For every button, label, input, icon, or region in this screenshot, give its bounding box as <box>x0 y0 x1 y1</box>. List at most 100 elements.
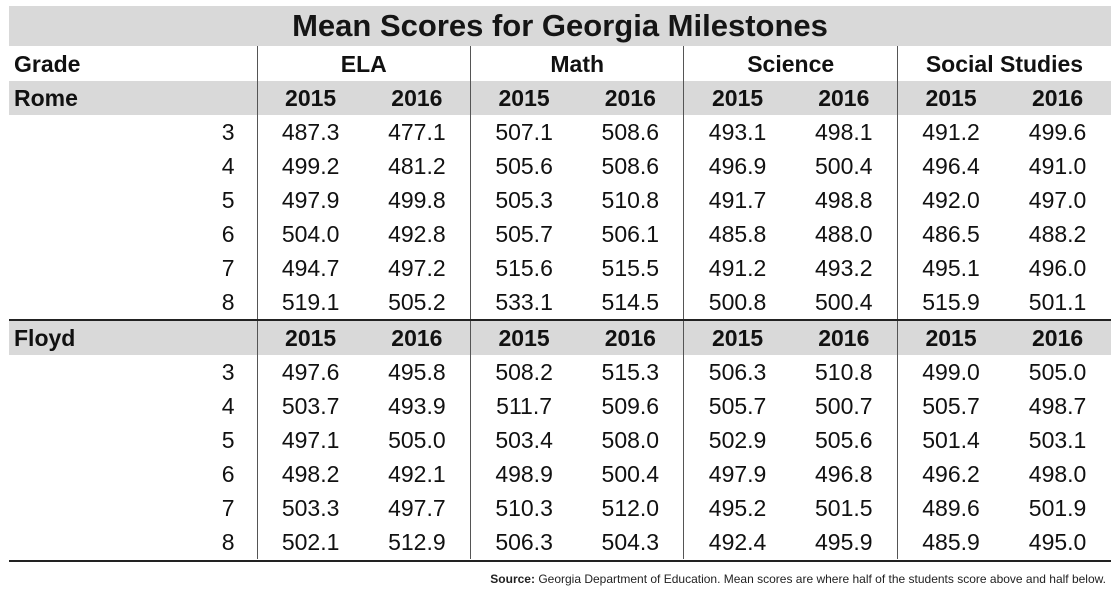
table-row: 7 494.7 497.2 515.6 515.5 491.2 493.2 495.1 496.… <box>9 251 1111 285</box>
grade-cell: 7 <box>221 495 235 521</box>
grade-cell: 3 <box>221 119 235 145</box>
source-text: Georgia Department of Education. Mean sc… <box>534 572 1106 586</box>
table-row: 8 502.1 512.9 506.3 504.3 492.4 495.9 485.9 495.… <box>9 525 1111 559</box>
score-cell: 509.6 <box>601 393 660 419</box>
score-cell: 495.1 <box>896 251 1005 285</box>
score-cell: 501.4 <box>896 423 1005 457</box>
year-header: 2015 <box>256 319 364 355</box>
year-header-row: Floyd 2015 2016 2015 2016 2015 2016 2015 2016 <box>9 319 1111 355</box>
table-row: 3 497.6 495.8 508.2 515.3 506.3 510.8 499.0 505.… <box>9 355 1111 389</box>
scores-table-body: Grade ELA Math Science Social Studies Rome 201… <box>9 46 1111 559</box>
grade-cell: 4 <box>221 153 235 179</box>
table-row: 8 519.1 505.2 533.1 514.5 500.8 500.4 515.9 501.… <box>9 285 1111 320</box>
score-cell: 508.0 <box>601 427 660 453</box>
table-row: 5 497.1 505.0 503.4 508.0 502.9 505.6 501.4 503.… <box>9 423 1111 457</box>
year-header: 2016 <box>790 319 898 355</box>
score-cell: 499.0 <box>896 355 1005 389</box>
row-spacer <box>9 491 133 525</box>
grade-cell: 6 <box>221 461 235 487</box>
table-row: 5 497.9 499.8 505.3 510.8 491.7 498.8 492.0 497.… <box>9 183 1111 217</box>
year-header: 2016 <box>577 81 684 115</box>
row-spacer <box>9 355 133 389</box>
score-cell: 492.8 <box>388 221 446 247</box>
score-cell: 491.2 <box>683 251 791 285</box>
source-note: Source: Georgia Department of Education.… <box>490 572 1106 586</box>
score-cell: 499.8 <box>388 187 446 213</box>
table-row: 6 498.2 492.1 498.9 500.4 497.9 496.8 496.2 498.… <box>9 457 1111 491</box>
table-row: 6 504.0 492.8 505.7 506.1 485.8 488.0 486.5 488.… <box>9 217 1111 251</box>
score-cell: 512.9 <box>388 529 446 555</box>
score-cell: 495.9 <box>815 529 873 555</box>
score-cell: 510.8 <box>815 359 873 385</box>
score-cell: 514.5 <box>601 289 660 315</box>
score-cell: 501.9 <box>1028 495 1087 521</box>
score-cell: 495.2 <box>683 491 791 525</box>
score-cell: 497.0 <box>1028 187 1087 213</box>
score-cell: 491.0 <box>1028 153 1087 179</box>
grade-cell: 8 <box>221 289 235 315</box>
score-cell: 504.0 <box>256 217 364 251</box>
score-cell: 487.3 <box>256 115 364 149</box>
table-row: 3 487.3 477.1 507.1 508.6 493.1 498.1 491.2 499.… <box>9 115 1111 149</box>
score-cell: 495.0 <box>1028 529 1087 555</box>
score-cell: 492.1 <box>388 461 446 487</box>
scores-table: Grade ELA Math Science Social Studies Rome 201… <box>9 46 1111 559</box>
score-cell: 505.7 <box>683 389 791 423</box>
group-label: Rome <box>9 81 258 115</box>
score-cell: 508.2 <box>469 355 578 389</box>
score-cell: 497.2 <box>388 255 446 281</box>
score-cell: 498.8 <box>815 187 873 213</box>
score-cell: 492.4 <box>683 525 791 559</box>
year-header: 2016 <box>1004 319 1111 355</box>
year-header: 2015 <box>683 81 791 115</box>
grade-cell: 4 <box>221 393 235 419</box>
year-header: 2015 <box>469 319 578 355</box>
row-spacer <box>9 285 133 320</box>
table-title: Mean Scores for Georgia Milestones <box>9 6 1111 46</box>
score-cell: 505.6 <box>815 427 873 453</box>
score-cell: 499.2 <box>256 149 364 183</box>
row-spacer <box>9 251 133 285</box>
grade-cell: 7 <box>221 255 235 281</box>
score-cell: 492.0 <box>896 183 1005 217</box>
score-cell: 491.7 <box>683 183 791 217</box>
score-cell: 497.9 <box>256 183 364 217</box>
year-header: 2016 <box>577 319 684 355</box>
score-cell: 502.1 <box>256 525 364 559</box>
score-cell: 498.2 <box>256 457 364 491</box>
score-cell: 503.4 <box>469 423 578 457</box>
score-cell: 498.7 <box>1028 393 1087 419</box>
score-cell: 501.1 <box>1028 289 1087 315</box>
score-cell: 497.7 <box>388 495 446 521</box>
grade-cell: 8 <box>221 529 235 555</box>
table-row: 4 503.7 493.9 511.7 509.6 505.7 500.7 505.7 498.… <box>9 389 1111 423</box>
score-cell: 505.7 <box>896 389 1005 423</box>
grade-cell: 5 <box>221 187 235 213</box>
score-cell: 515.6 <box>469 251 578 285</box>
score-cell: 508.6 <box>601 153 660 179</box>
score-cell: 508.6 <box>601 119 660 145</box>
score-cell: 486.5 <box>896 217 1005 251</box>
score-cell: 498.1 <box>815 119 873 145</box>
row-spacer <box>9 457 133 491</box>
year-header: 2016 <box>790 81 898 115</box>
year-header: 2016 <box>363 81 471 115</box>
subject-header-row: Grade ELA Math Science Social Studies <box>9 46 1111 81</box>
subject-header: Math <box>469 46 684 81</box>
score-cell: 505.0 <box>1028 359 1087 385</box>
score-cell: 485.9 <box>896 525 1005 559</box>
year-header: 2016 <box>1004 81 1111 115</box>
score-cell: 493.1 <box>683 115 791 149</box>
score-cell: 500.4 <box>815 289 873 315</box>
row-spacer <box>9 389 133 423</box>
score-cell: 500.8 <box>683 285 791 320</box>
score-cell: 533.1 <box>469 285 578 320</box>
score-cell: 515.9 <box>896 285 1005 320</box>
score-cell: 500.4 <box>601 461 660 487</box>
scores-table-container: Mean Scores for Georgia Milestones Grade… <box>9 6 1111 562</box>
score-cell: 500.7 <box>815 393 873 419</box>
subject-header: Science <box>683 46 898 81</box>
score-cell: 489.6 <box>896 491 1005 525</box>
year-header-row: Rome 2015 2016 2015 2016 2015 2016 2015 2016 <box>9 81 1111 115</box>
score-cell: 496.0 <box>1028 255 1087 281</box>
